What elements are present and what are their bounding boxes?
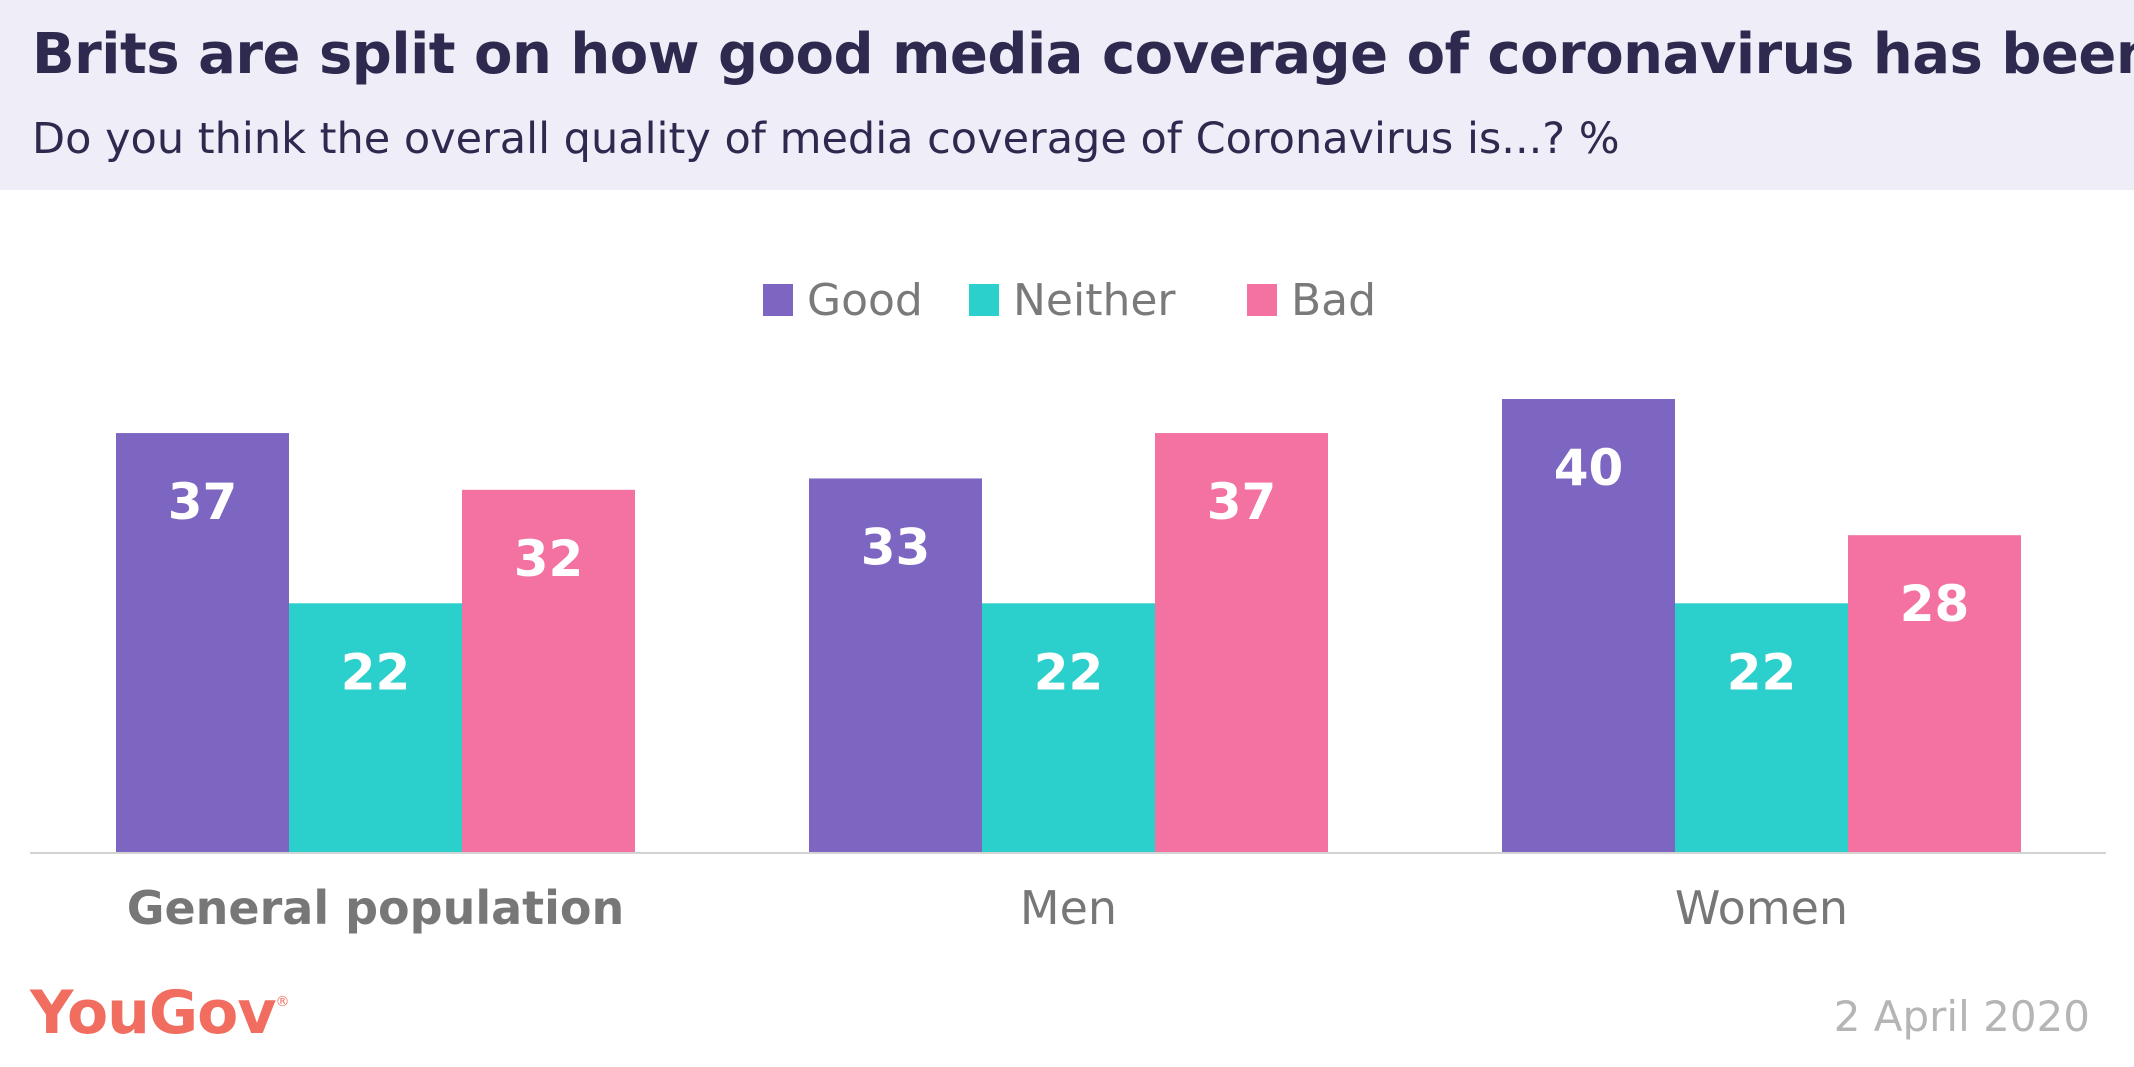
chart-subtitle: Do you think the overall quality of medi… [32, 114, 1620, 164]
bar-neither-2 [1675, 603, 1848, 853]
data-label-bad-1: 37 [1207, 473, 1277, 531]
data-label-neither-1: 22 [1034, 643, 1104, 701]
publication-date: 2 April 2020 [1833, 992, 2090, 1041]
legend-swatch-good [763, 284, 793, 316]
legend-label-neither: Neither [1013, 275, 1176, 326]
legend-label-bad: Bad [1291, 275, 1376, 326]
category-label-2: Women [1675, 881, 1848, 935]
bar-chart: Good Neither Bad 37 22 32 General population 33… [30, 275, 2106, 935]
data-label-good-2: 40 [1554, 439, 1624, 497]
chart-title: Brits are split on how good media covera… [32, 22, 2134, 87]
bar-good-1 [809, 478, 982, 853]
category-label-1: Men [1020, 881, 1117, 935]
data-label-neither-0: 22 [341, 643, 411, 701]
bar-bad-1 [1155, 433, 1328, 853]
bar-good-2 [1502, 399, 1675, 853]
logo-text: YouGov [30, 978, 276, 1048]
legend-swatch-neither [969, 284, 999, 316]
yougov-logo: YouGov® [30, 978, 289, 1048]
legend-label-good: Good [807, 275, 923, 326]
data-label-neither-2: 22 [1727, 643, 1797, 701]
data-label-bad-0: 32 [514, 530, 584, 588]
bar-good-0 [116, 433, 289, 853]
data-label-good-1: 33 [861, 518, 931, 576]
data-label-bad-2: 28 [1900, 575, 1970, 633]
data-label-good-0: 37 [168, 473, 238, 531]
category-label-0: General population [127, 881, 625, 935]
registered-mark: ® [275, 994, 289, 1010]
bar-bad-0 [462, 489, 635, 853]
legend-swatch-bad [1247, 284, 1277, 316]
bar-bad-2 [1848, 535, 2021, 853]
bar-neither-1 [982, 603, 1155, 853]
header-band: Brits are split on how good media covera… [0, 0, 2134, 190]
bar-neither-0 [289, 603, 462, 853]
